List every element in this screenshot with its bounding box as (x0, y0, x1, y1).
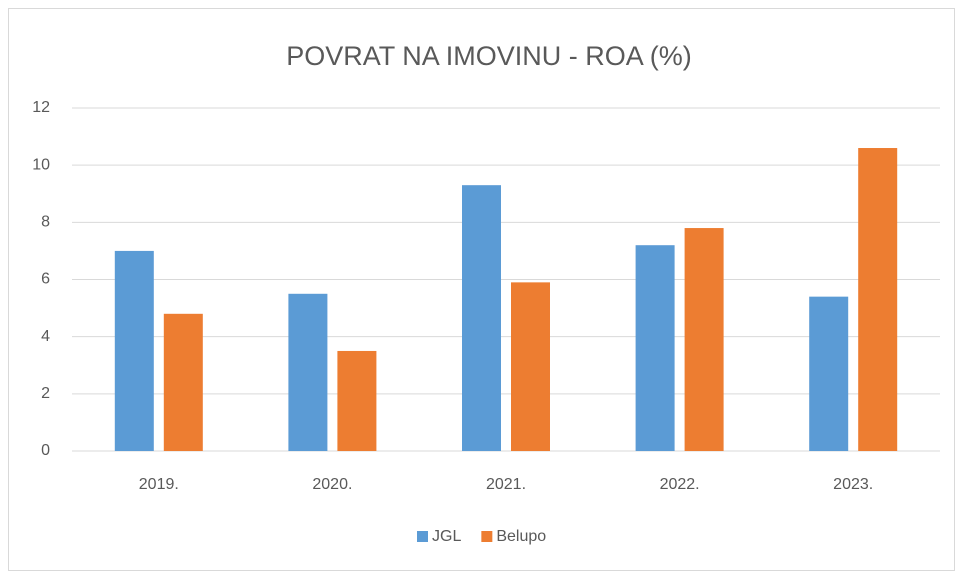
bar (684, 228, 724, 451)
bar (288, 293, 328, 451)
x-tick-label: 2020. (312, 476, 352, 493)
y-tick-label: 8 (41, 214, 50, 231)
y-tick-label: 2 (41, 385, 50, 402)
legend-swatch (417, 531, 428, 542)
y-tick-label: 4 (41, 328, 50, 345)
legend-swatch (481, 531, 493, 542)
legend-label: JGL (432, 528, 461, 545)
y-tick-label: 12 (32, 99, 50, 116)
bar (462, 185, 501, 452)
x-tick-label: 2022. (660, 476, 700, 493)
bar (114, 250, 154, 451)
bar (163, 313, 203, 451)
x-tick-label: 2019. (139, 476, 179, 493)
bar (635, 245, 675, 451)
bar (511, 282, 550, 451)
y-tick-label: 10 (32, 156, 50, 173)
bar (858, 148, 898, 451)
legend-label: Belupo (496, 528, 546, 545)
y-tick-label: 0 (41, 442, 50, 459)
x-tick-label: 2021. (486, 476, 526, 493)
x-tick-label: 2023. (833, 476, 873, 493)
bar (337, 350, 377, 451)
chart-title: POVRAT NA IMOVINU - ROA (%) (286, 41, 692, 71)
bar (809, 296, 849, 451)
y-tick-label: 6 (41, 271, 50, 288)
